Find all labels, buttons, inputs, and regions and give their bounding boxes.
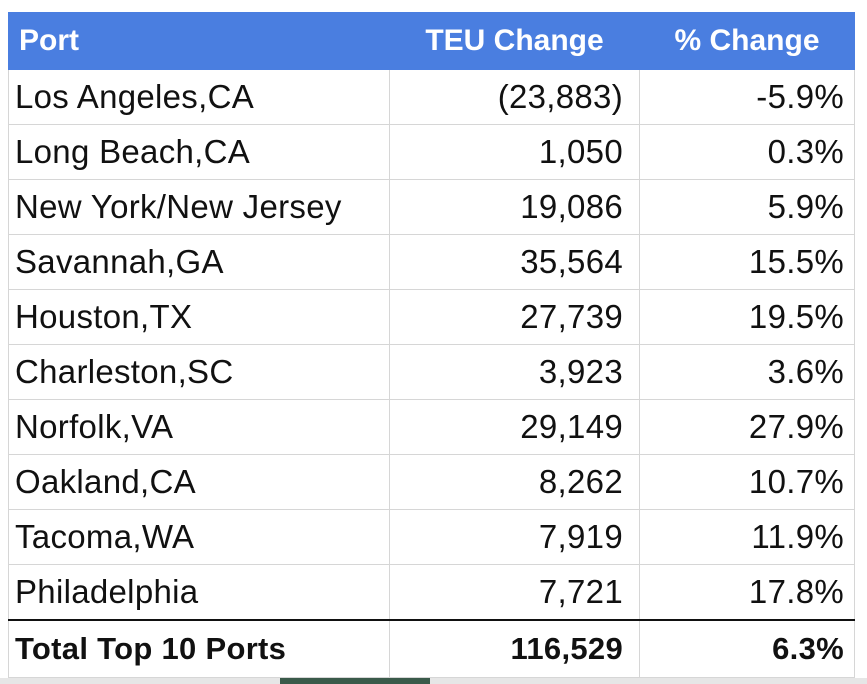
cell-port: Long Beach,CA: [8, 124, 390, 180]
cell-teu: 29,149: [389, 399, 640, 455]
cell-port: New York/New Jersey: [8, 179, 390, 235]
table-row: Los Angeles,CA (23,883) -5.9%: [8, 69, 855, 125]
table-row: New York/New Jersey 19,086 5.9%: [8, 179, 855, 235]
cell-teu: 19,086: [389, 179, 640, 235]
cell-pct: 3.6%: [639, 344, 855, 400]
total-label: Total Top 10 Ports: [8, 619, 390, 678]
table-row: Norfolk,VA 29,149 27.9%: [8, 399, 855, 455]
header-teu-change: TEU Change: [389, 12, 640, 70]
cell-teu: 35,564: [389, 234, 640, 290]
cell-teu: 27,739: [389, 289, 640, 345]
cell-teu: 7,721: [389, 564, 640, 621]
cell-pct: 15.5%: [639, 234, 855, 290]
cell-pct: 10.7%: [639, 454, 855, 510]
total-row: Total Top 10 Ports 116,529 6.3%: [8, 619, 855, 678]
cell-pct: -5.9%: [639, 69, 855, 125]
bottom-edge-thumbnail: [280, 678, 430, 684]
cell-teu: 8,262: [389, 454, 640, 510]
header-port: Port: [8, 12, 390, 70]
cell-pct: 0.3%: [639, 124, 855, 180]
table-header-row: Port TEU Change % Change: [8, 12, 855, 70]
table-row: Charleston,SC 3,923 3.6%: [8, 344, 855, 400]
cell-teu: 1,050: [389, 124, 640, 180]
cell-port: Tacoma,WA: [8, 509, 390, 565]
cell-port: Oakland,CA: [8, 454, 390, 510]
cell-port: Houston,TX: [8, 289, 390, 345]
cell-port: Los Angeles,CA: [8, 69, 390, 125]
cell-pct: 17.8%: [639, 564, 855, 621]
cell-teu: 7,919: [389, 509, 640, 565]
table-row: Savannah,GA 35,564 15.5%: [8, 234, 855, 290]
cell-port: Savannah,GA: [8, 234, 390, 290]
port-teu-table: Port TEU Change % Change Los Angeles,CA …: [8, 12, 855, 678]
bottom-edge-strip: [0, 678, 867, 684]
cell-teu: (23,883): [389, 69, 640, 125]
cell-teu: 3,923: [389, 344, 640, 400]
cell-pct: 19.5%: [639, 289, 855, 345]
total-pct: 6.3%: [639, 619, 855, 678]
header-pct-change: % Change: [639, 12, 855, 70]
total-teu: 116,529: [389, 619, 640, 678]
cell-pct: 5.9%: [639, 179, 855, 235]
port-teu-table-container: Port TEU Change % Change Los Angeles,CA …: [8, 12, 855, 678]
cell-pct: 27.9%: [639, 399, 855, 455]
table-row: Oakland,CA 8,262 10.7%: [8, 454, 855, 510]
cell-port: Philadelphia: [8, 564, 390, 621]
table-row: Tacoma,WA 7,919 11.9%: [8, 509, 855, 565]
cell-port: Norfolk,VA: [8, 399, 390, 455]
table-row: Houston,TX 27,739 19.5%: [8, 289, 855, 345]
table-row: Long Beach,CA 1,050 0.3%: [8, 124, 855, 180]
cell-pct: 11.9%: [639, 509, 855, 565]
cell-port: Charleston,SC: [8, 344, 390, 400]
table-row: Philadelphia 7,721 17.8%: [8, 564, 855, 621]
